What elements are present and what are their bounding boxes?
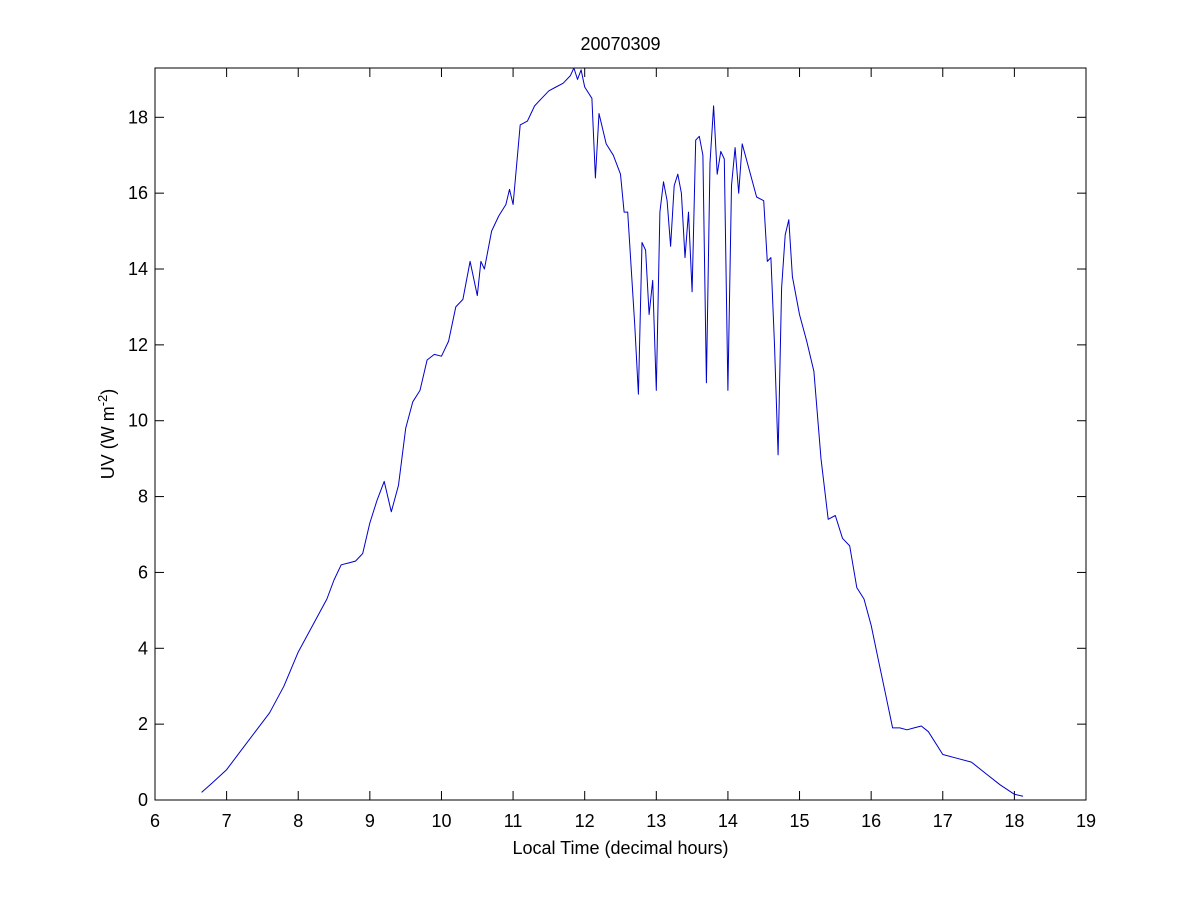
y-tick-label: 12 [128,335,148,355]
y-tick-label: 6 [138,562,148,582]
y-tick-label: 2 [138,714,148,734]
y-axis-ticks: 0 2 4 6 8 10 12 14 16 18 [128,107,1086,810]
x-tick-label: 13 [646,811,666,831]
x-tick-label: 14 [718,811,738,831]
y-tick-label: 18 [128,107,148,127]
y-tick-label: 0 [138,790,148,810]
x-tick-label: 17 [933,811,953,831]
y-axis-label: UV (W m-2) [95,389,118,480]
y-tick-label: 8 [138,487,148,507]
x-axis-label: Local Time (decimal hours) [512,838,728,858]
chart-title: 20070309 [580,34,660,54]
y-tick-label: 4 [138,638,148,658]
x-axis-ticks: 6 7 8 9 10 11 12 13 14 15 16 17 18 19 [150,68,1096,831]
y-axis-label-prefix: UV (W m [98,406,118,479]
x-tick-label: 19 [1076,811,1096,831]
plot-area [154,67,1087,801]
x-tick-label: 12 [575,811,595,831]
y-tick-label: 10 [128,411,148,431]
x-tick-label: 10 [431,811,451,831]
x-tick-label: 7 [222,811,232,831]
y-axis-label-superscript: -2 [95,395,110,407]
y-axis-label-suffix: ) [98,389,118,395]
x-tick-label: 8 [293,811,303,831]
x-tick-label: 18 [1004,811,1024,831]
x-tick-label: 11 [504,811,523,831]
x-tick-label: 15 [790,811,810,831]
x-tick-label: 16 [861,811,881,831]
x-tick-label: 6 [150,811,160,831]
uv-series-line [201,67,1024,797]
y-tick-label: 14 [128,259,148,279]
x-tick-label: 9 [365,811,375,831]
y-tick-label: 16 [128,183,148,203]
